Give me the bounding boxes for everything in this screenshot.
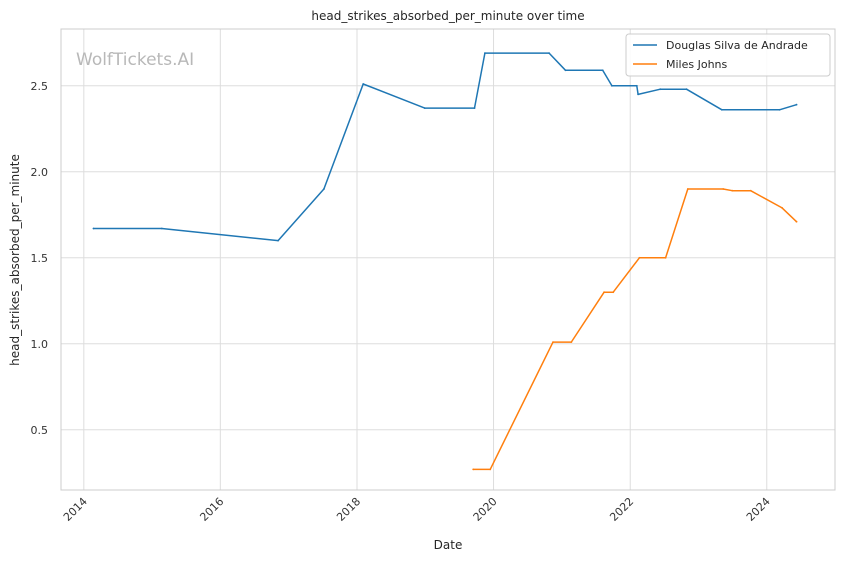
data-point: [552, 341, 554, 343]
legend-label-miles: Miles Johns: [666, 58, 728, 71]
data-point: [635, 84, 638, 87]
data-point: [362, 83, 365, 85]
y-tick-label: 2.0: [31, 166, 49, 179]
data-point: [722, 188, 725, 190]
data-point: [664, 256, 667, 259]
data-point: [570, 341, 573, 343]
y-tick-label: 0.5: [31, 424, 49, 437]
data-point: [160, 227, 163, 230]
series-line-1: [472, 188, 798, 471]
watermark-text: WolfTickets.AI: [76, 50, 194, 70]
data-point: [323, 188, 325, 190]
y-tick-label: 1.5: [31, 252, 49, 265]
y-tick-label: 1.0: [31, 338, 49, 351]
data-point: [484, 52, 486, 54]
y-tick-label: 2.5: [31, 80, 49, 93]
legend-box: [625, 33, 831, 77]
legend-label-douglas: Douglas Silva de Andrade: [666, 39, 808, 52]
data-point: [795, 103, 798, 106]
data-point: [685, 88, 688, 91]
data-point: [638, 256, 641, 259]
data-point: [564, 69, 567, 72]
data-point: [795, 220, 798, 223]
data-point: [721, 108, 723, 111]
data-point: [489, 468, 492, 471]
data-point: [603, 291, 605, 294]
grid-lines: [61, 29, 835, 490]
plot-area-frame: [60, 28, 836, 491]
data-point: [731, 189, 734, 192]
data-point: [686, 188, 689, 190]
data-point: [548, 52, 550, 54]
data-point: [277, 239, 279, 242]
y-axis-title: head_strikes_absorbed_per_minute: [8, 154, 22, 366]
data-point: [749, 189, 752, 192]
data-point: [659, 88, 662, 91]
data-point: [472, 468, 475, 471]
legend: Douglas Silva de Andrade Miles Johns: [625, 33, 831, 77]
data-point: [781, 207, 783, 209]
y-tick-labels: 0.5 1.0 1.5 2.0 2.5: [31, 80, 49, 437]
data-point: [637, 93, 639, 96]
data-point: [92, 227, 95, 230]
data-point: [473, 107, 476, 109]
chart-title: head_strikes_absorbed_per_minute over ti…: [311, 9, 584, 23]
data-point: [611, 84, 613, 87]
data-point: [612, 291, 615, 294]
data-point: [601, 69, 604, 72]
x-axis-title: Date: [434, 538, 463, 552]
data-point: [778, 108, 781, 111]
data-point: [423, 107, 426, 109]
series-layer: [92, 52, 798, 471]
